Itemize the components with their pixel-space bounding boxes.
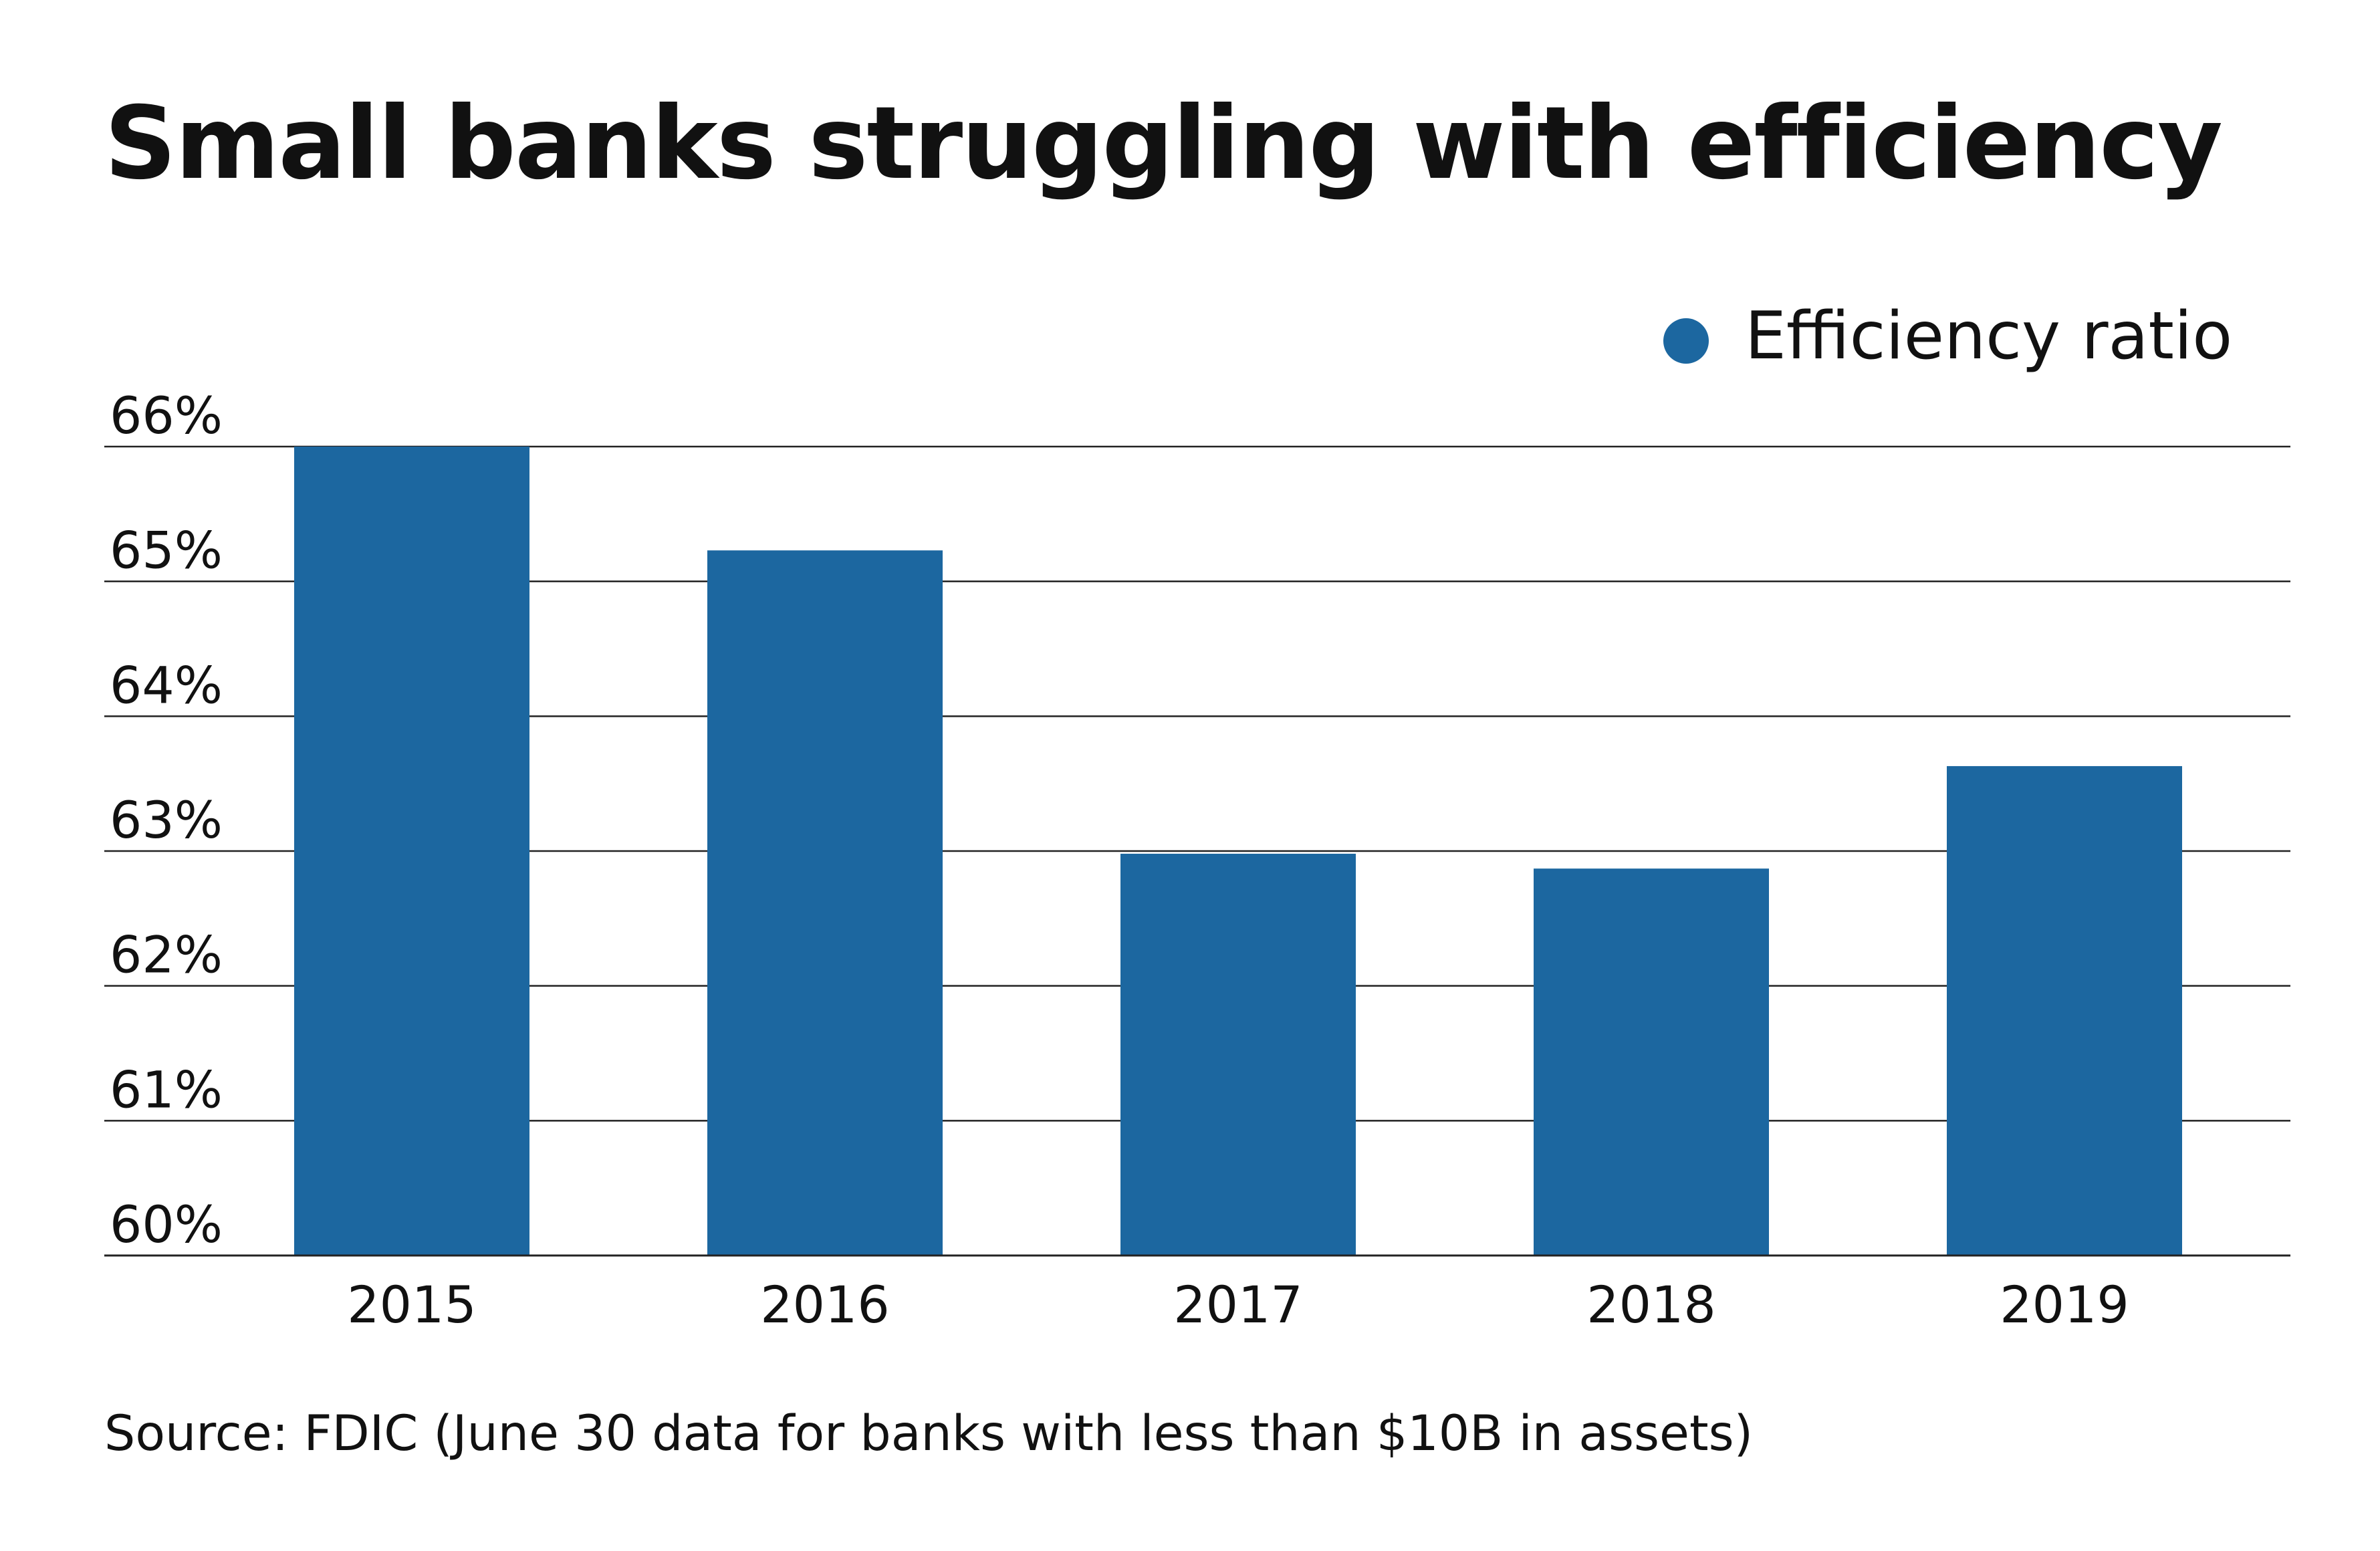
chart-title: Small banks struggling with efficiency: [104, 86, 2223, 202]
bar-2017: [1120, 854, 1356, 1256]
x-tick-label: 2019: [2000, 1275, 2129, 1334]
x-tick-label: 2015: [347, 1275, 476, 1334]
bar-2019: [1947, 765, 2182, 1256]
y-tick-label: 62%: [110, 925, 223, 985]
y-tick-label: 60%: [110, 1195, 223, 1254]
x-tick-labels: 2015 2016 2017 2018 2019: [347, 1275, 2129, 1334]
y-tick-labels: 60% 61% 62% 63% 64% 65% 66%: [110, 386, 223, 1254]
x-tick-label: 2016: [760, 1275, 889, 1334]
bar-2018: [1534, 868, 1769, 1256]
bars: [104, 447, 2290, 1257]
bar-2015: [294, 447, 529, 1256]
y-tick-label: 64%: [110, 655, 223, 715]
source-note: Source: FDIC (June 30 data for banks wit…: [104, 1405, 1754, 1462]
y-tick-label: 65%: [110, 521, 223, 580]
legend-label: Efficiency ratio: [1745, 298, 2232, 374]
x-tick-label: 2017: [1173, 1275, 1302, 1334]
bar-2016: [707, 550, 943, 1256]
y-tick-label: 63%: [110, 790, 223, 850]
y-tick-label: 61%: [110, 1060, 223, 1119]
legend: Efficiency ratio: [1663, 298, 2232, 374]
x-tick-label: 2018: [1586, 1275, 1715, 1334]
y-tick-label: 66%: [110, 386, 223, 445]
legend-marker: [1663, 318, 1709, 364]
